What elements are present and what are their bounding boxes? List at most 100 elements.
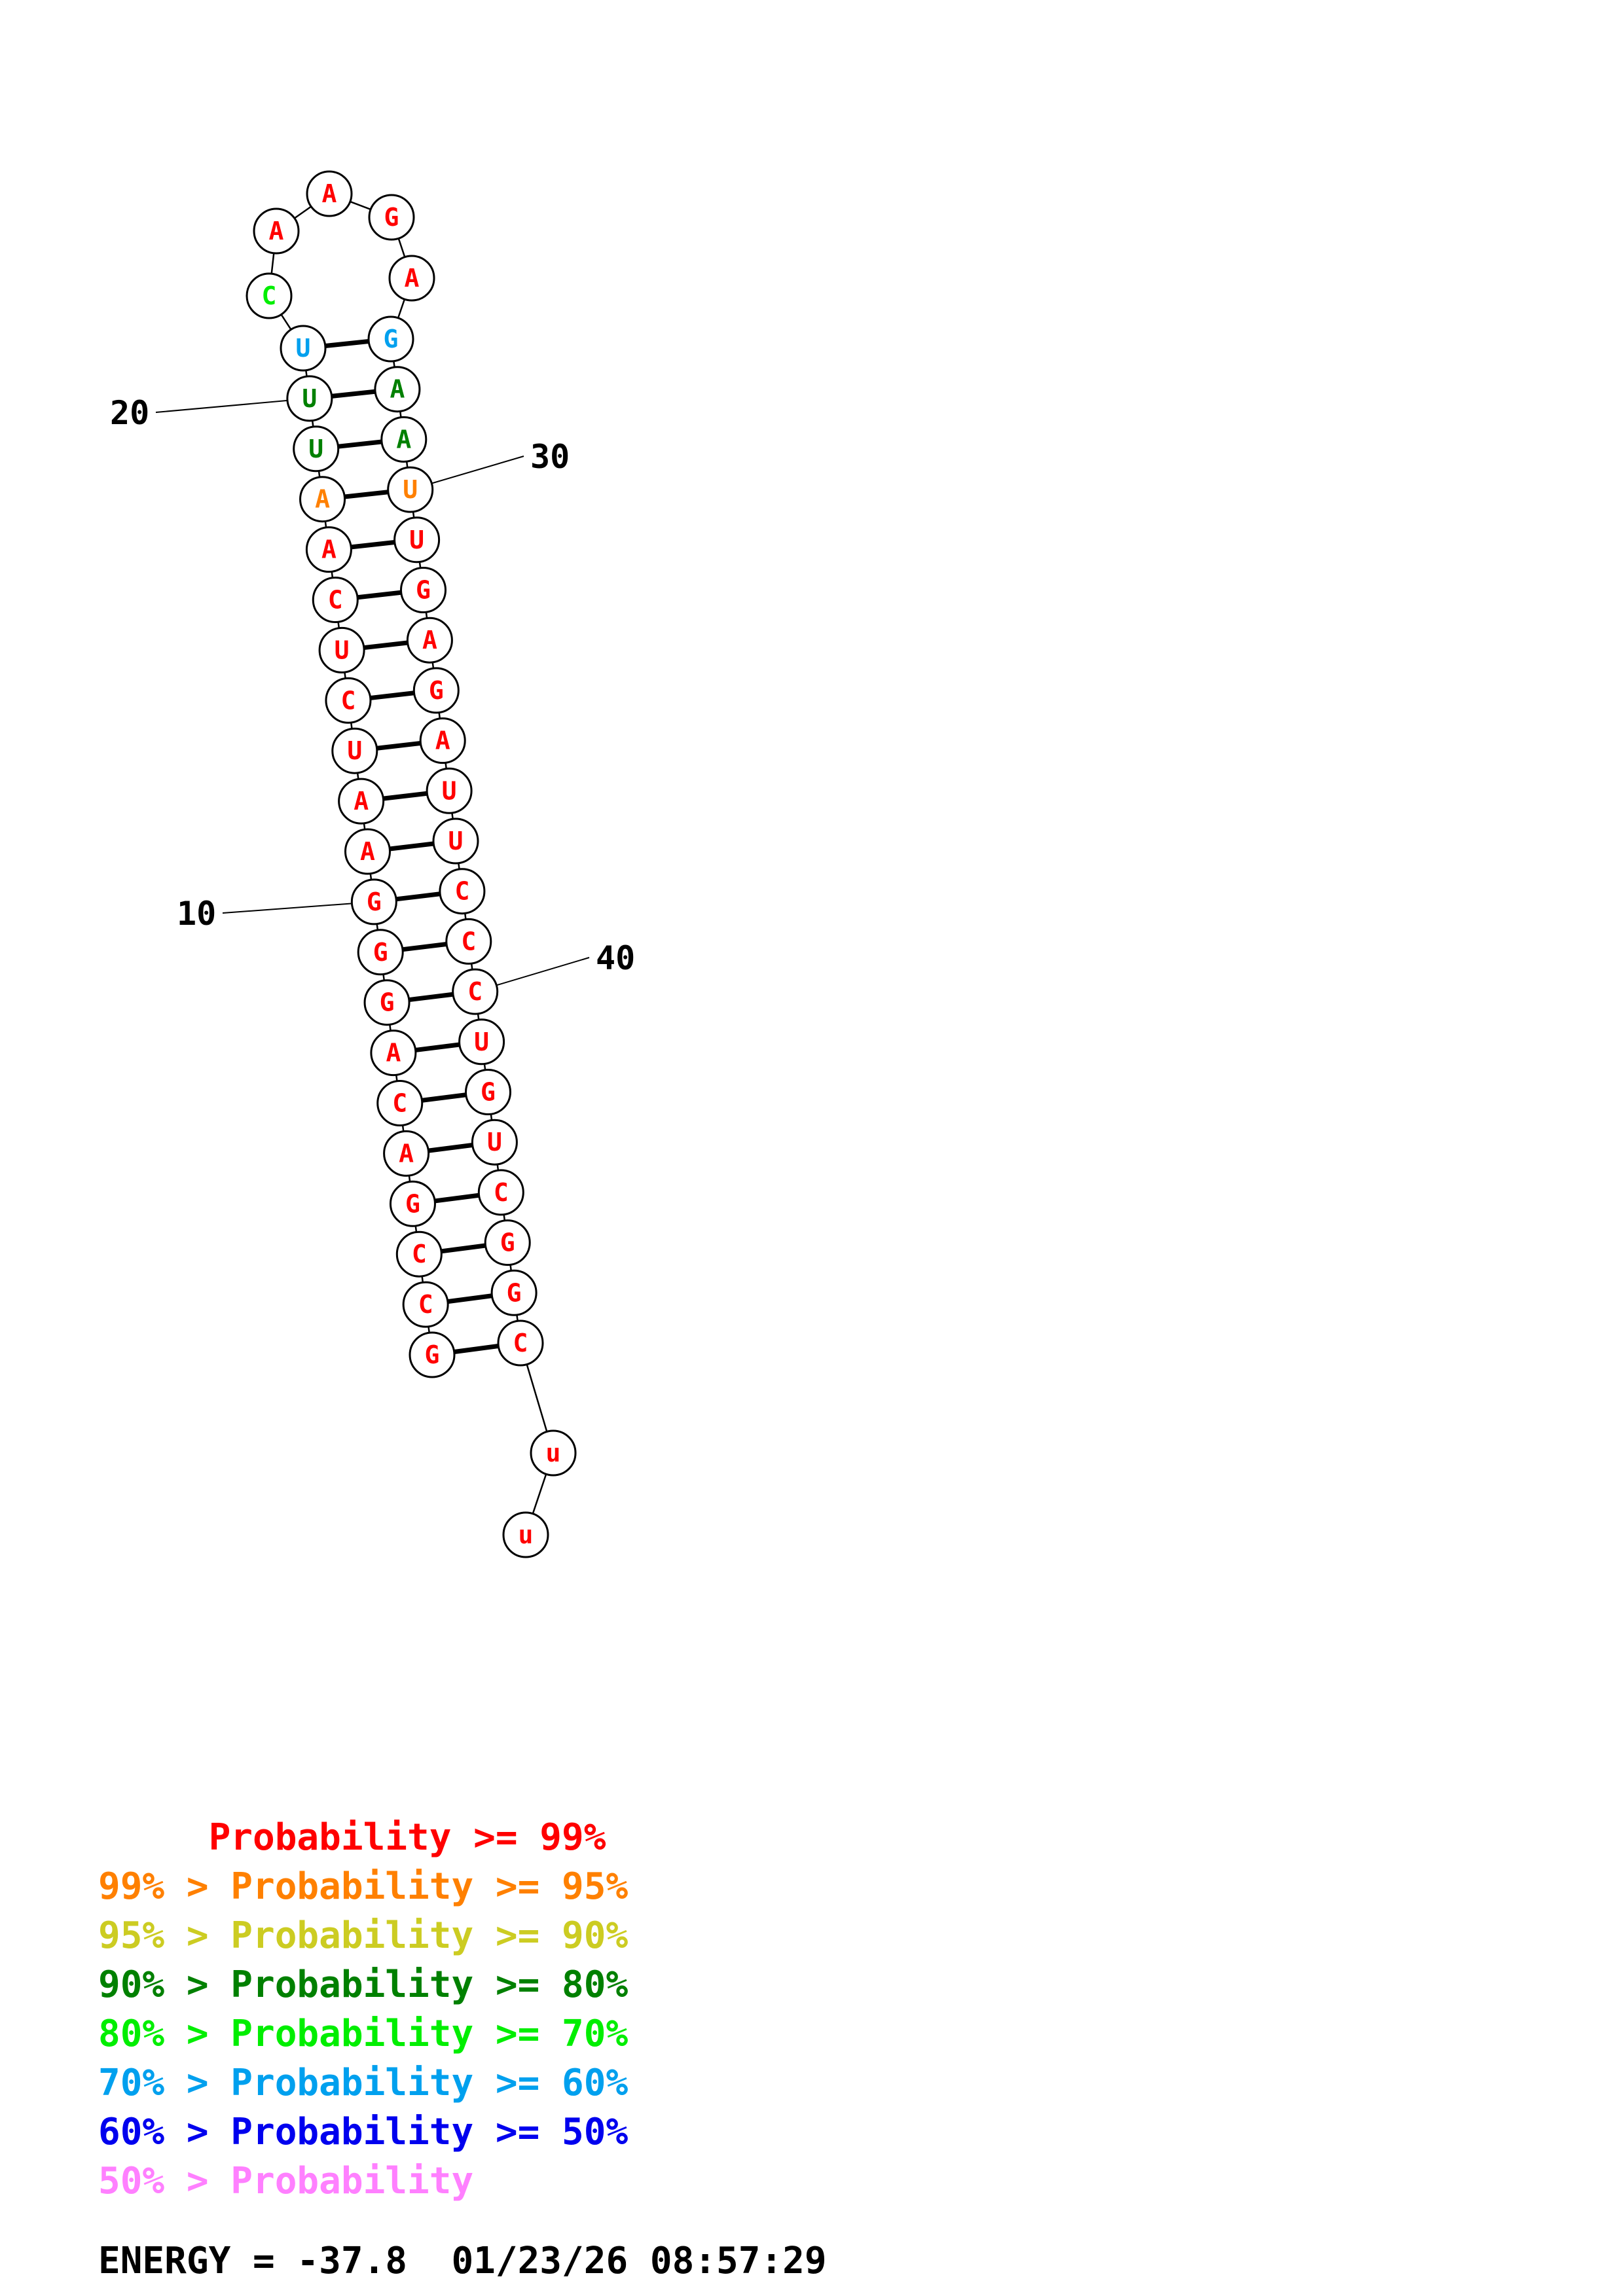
nucleotide-5: A (383, 1130, 430, 1177)
nucleotide-base: G (367, 888, 382, 916)
nucleotide-circle (471, 1119, 518, 1166)
nucleotide-circle (484, 1219, 531, 1266)
nucleotide-circle (530, 1429, 577, 1477)
nucleotide-44: C (477, 1169, 524, 1216)
base-pair-bond (395, 891, 441, 902)
base-pair-bond (383, 791, 428, 801)
nucleotide-base: C (262, 281, 277, 310)
position-label-20: 20 (110, 394, 149, 432)
energy-timestamp-line: ENERGY = -37.8 01/23/26 08:57:29 (98, 2240, 827, 2282)
position-leader-line (155, 397, 310, 413)
nucleotide-base: G (405, 1189, 420, 1218)
nucleotide-base: G (380, 988, 395, 1017)
nucleotide-base: A (422, 626, 437, 655)
nucleotide-circle (432, 817, 479, 865)
base-pair-bond (422, 1092, 467, 1103)
base-pair-bond (357, 590, 402, 600)
nucleotide-23: A (253, 207, 300, 255)
nucleotide-base: A (360, 837, 375, 866)
nucleotide-base: G (429, 676, 444, 705)
position-leader-line (222, 901, 374, 914)
nucleotide-10: G (350, 878, 397, 925)
base-pair-layer (325, 339, 499, 1354)
legend-entry: 70% > Probability >= 60% (98, 2062, 629, 2104)
legend-entry: 50% > Probability (98, 2160, 474, 2202)
legend-entry: 95% > Probability >= 90% (98, 1914, 629, 1957)
legend-entry: 60% > Probability >= 50% (98, 2111, 629, 2153)
nucleotide-22: C (246, 272, 293, 319)
nucleotide-circle (502, 1511, 549, 1558)
nucleotide-base: U (409, 526, 424, 554)
nucleotide-base: U (474, 1028, 489, 1056)
nucleotide-circle (409, 1331, 456, 1378)
nucleotide-34: G (412, 667, 460, 714)
nucleotide-circle (305, 526, 352, 573)
nucleotide-8: G (363, 979, 410, 1026)
nucleotide-base: C (454, 877, 469, 906)
nucleotide-base: A (399, 1139, 414, 1168)
nucleotide-circle (419, 717, 466, 764)
nucleotide-circle (426, 767, 473, 814)
nucleotide-25: G (368, 194, 415, 241)
nucleotide-base: G (384, 325, 399, 353)
base-pair-bond (402, 942, 447, 952)
nucleotide-base: A (315, 485, 330, 514)
nucleotide-base: G (373, 938, 388, 967)
nucleotide-3: C (395, 1230, 443, 1278)
nucleotide-circle (477, 1169, 524, 1216)
nucleotide-12: A (338, 778, 385, 825)
nucleotide-41: U (458, 1018, 505, 1066)
base-pair-bond (370, 691, 414, 700)
base-pair-bond (338, 439, 382, 449)
nucleotide-11: A (344, 828, 391, 875)
nucleotide-base: C (418, 1290, 433, 1319)
nucleotide-47: C (497, 1319, 544, 1367)
nucleotide-base: U (302, 384, 317, 413)
nucleotide-14: C (325, 677, 372, 724)
nucleotide-circle (299, 476, 346, 523)
nucleotide-base: A (354, 787, 369, 816)
position-label-10: 10 (177, 895, 216, 933)
nucleotide-base: A (321, 535, 337, 564)
legend-entry: Probability >= 99% (98, 1816, 606, 1859)
nucleotide-42: G (465, 1069, 511, 1115)
nucleotide-base: A (390, 375, 405, 404)
nucleotide-33: A (406, 617, 453, 664)
base-pair-bond (434, 1193, 480, 1204)
nucleotide-29: A (380, 416, 428, 463)
nucleotide-base: A (386, 1039, 401, 1067)
nucleotide-base: C (392, 1089, 407, 1118)
nucleotide-circle (293, 425, 340, 473)
nucleotide-base: G (425, 1340, 440, 1369)
nucleotide-circle (490, 1269, 538, 1316)
nucleotide-base: u (519, 1520, 534, 1549)
nucleotide-circle (246, 272, 293, 319)
nucleotide-circle (412, 667, 460, 714)
nucleotide-circle (253, 207, 300, 255)
nucleotide-1: G (409, 1331, 456, 1378)
base-pair-bond (454, 1344, 499, 1354)
nucleotide-45: G (484, 1219, 531, 1266)
nucleotide-19: U (293, 425, 340, 473)
nucleotide-circle (306, 170, 353, 217)
nucleotide-base: C (328, 586, 343, 615)
nucleotide-base: A (269, 217, 284, 245)
nucleotide-circle (458, 1018, 505, 1066)
nucleotide-48: u (530, 1429, 577, 1477)
nucleotide-circle (393, 516, 441, 564)
nucleotide-27: G (367, 315, 414, 363)
nucleotide-circle (331, 727, 378, 774)
nucleotide-32: G (400, 567, 447, 613)
nucleotide-circle (465, 1069, 511, 1115)
nucleotide-base: A (322, 179, 337, 208)
nucleotide-26: A (388, 255, 435, 302)
nucleotide-circle (445, 918, 492, 965)
nucleotide-circle (376, 1080, 424, 1126)
nucleotide-base: C (494, 1178, 509, 1207)
nucleotide-circle (452, 968, 499, 1015)
nucleotide-17: A (305, 526, 352, 573)
base-pair-bond (363, 640, 409, 651)
nucleotide-base: C (461, 927, 476, 956)
nucleotide-circle (395, 1230, 443, 1278)
